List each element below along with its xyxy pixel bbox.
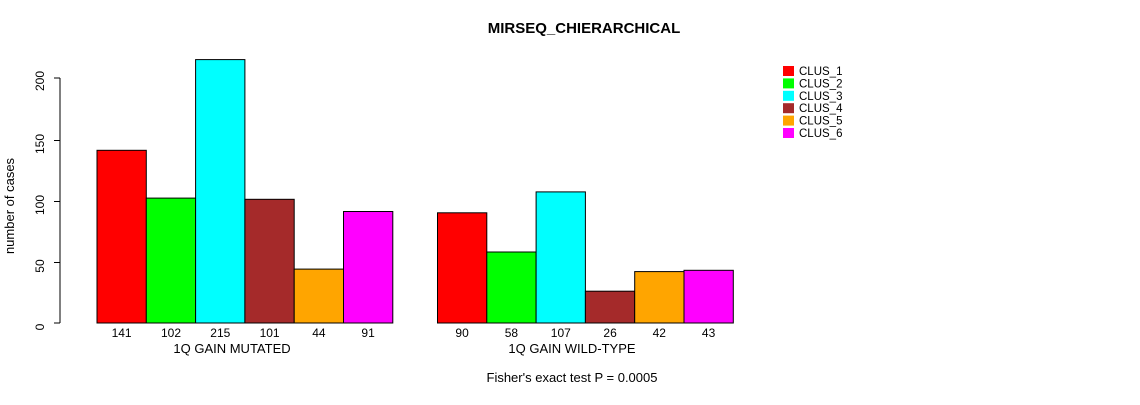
svg-text:0: 0 [33, 323, 47, 330]
svg-text:141: 141 [112, 326, 132, 340]
svg-text:CLUS_6: CLUS_6 [799, 128, 842, 140]
svg-text:58: 58 [505, 326, 519, 340]
svg-text:42: 42 [653, 326, 667, 340]
svg-text:150: 150 [33, 134, 47, 154]
svg-text:215: 215 [210, 326, 230, 340]
svg-text:200: 200 [33, 71, 47, 91]
svg-text:102: 102 [161, 326, 181, 340]
svg-text:107: 107 [551, 326, 571, 340]
svg-text:50: 50 [33, 259, 47, 273]
svg-text:Fisher's exact test P = 0.0005: Fisher's exact test P = 0.0005 [487, 370, 658, 385]
svg-text:CLUS_2: CLUS_2 [799, 78, 842, 90]
svg-text:90: 90 [455, 326, 469, 340]
svg-text:CLUS_4: CLUS_4 [799, 103, 843, 115]
svg-text:100: 100 [33, 195, 47, 215]
svg-text:MIRSEQ_CHIERARCHICAL: MIRSEQ_CHIERARCHICAL [488, 20, 681, 37]
svg-text:CLUS_5: CLUS_5 [799, 116, 842, 128]
svg-text:91: 91 [361, 326, 375, 340]
svg-text:43: 43 [702, 326, 716, 340]
svg-text:26: 26 [603, 326, 617, 340]
svg-text:1Q GAIN WILD-TYPE: 1Q GAIN WILD-TYPE [508, 341, 635, 356]
svg-text:CLUS_3: CLUS_3 [799, 91, 842, 103]
svg-text:number of cases: number of cases [2, 157, 17, 254]
svg-text:44: 44 [312, 326, 326, 340]
svg-text:1Q GAIN MUTATED: 1Q GAIN MUTATED [173, 341, 290, 356]
svg-text:101: 101 [260, 326, 280, 340]
svg-text:CLUS_1: CLUS_1 [799, 66, 842, 78]
